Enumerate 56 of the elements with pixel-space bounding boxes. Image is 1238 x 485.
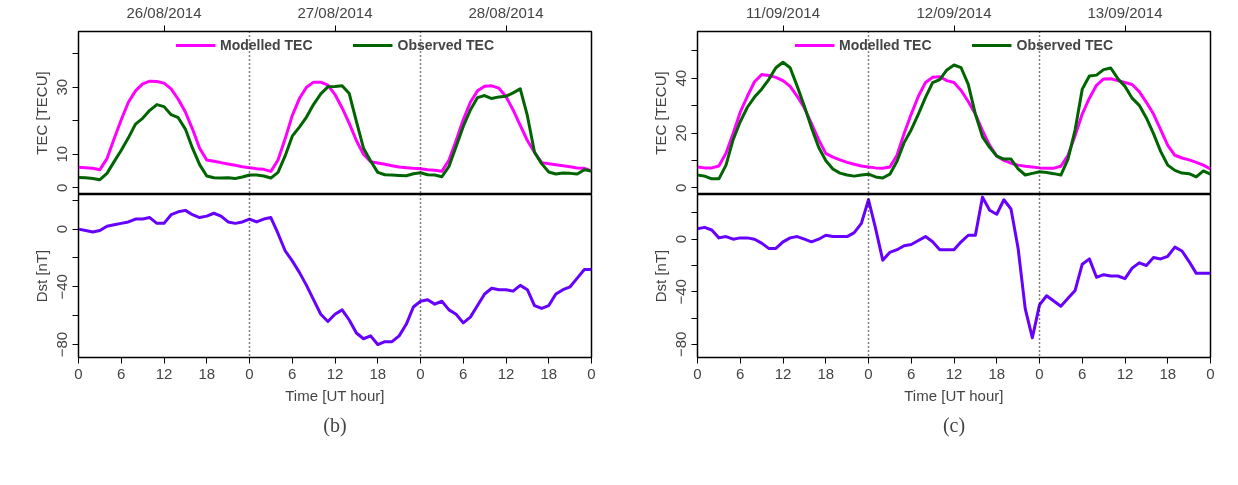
legend-label: Modelled TEC (219, 37, 313, 53)
x-tick-label: 12 (326, 364, 344, 382)
x2-tick-label: 27/08/2014 (297, 3, 373, 21)
x-tick-label: 0 (416, 364, 425, 382)
x-tick-label: 18 (1159, 364, 1177, 382)
x-tick-label: 12 (497, 364, 515, 382)
x-tick-label: 6 (459, 364, 468, 382)
x-tick-label: 18 (540, 364, 558, 382)
x2-tick-label: 11/09/2014 (746, 3, 820, 21)
x2-tick-label: 12/09/2014 (916, 3, 992, 21)
y-tick-label: 0 (672, 235, 690, 244)
y-axis-title: Dst [nT] (651, 249, 669, 303)
x2-tick-label: 26/08/2014 (126, 3, 202, 21)
x-tick-label: 12 (945, 364, 963, 382)
x-tick-label: 6 (907, 364, 916, 382)
y-tick-label: 0 (53, 183, 71, 192)
x-tick-label: 18 (369, 364, 387, 382)
y-axis-title: TEC [TECU] (651, 71, 669, 155)
x-tick-label: 0 (1206, 364, 1215, 382)
y-tick-label: −80 (672, 331, 690, 358)
x-tick-label: 12 (155, 364, 173, 382)
y-tick-label: 30 (53, 78, 71, 96)
y-tick-label: 40 (672, 69, 690, 87)
x-axis-title: Time [UT hour] (904, 386, 1004, 404)
legend-label: Observed TEC (397, 37, 495, 53)
legend-label: Modelled TEC (838, 37, 932, 53)
y-tick-label: 0 (672, 183, 690, 193)
x-tick-label: 6 (1078, 364, 1087, 382)
x-tick-label: 0 (245, 364, 254, 382)
x-tick-label: 6 (117, 364, 126, 382)
x-tick-label: 6 (288, 364, 297, 382)
x-tick-label: 18 (988, 364, 1006, 382)
text: (b) (323, 413, 347, 437)
y-tick-label: 10 (53, 145, 71, 163)
x-tick-label: 18 (198, 364, 216, 382)
x-tick-label: 12 (774, 364, 792, 382)
x-tick-label: 0 (864, 364, 873, 382)
x-tick-label: 12 (1116, 364, 1134, 382)
x-tick-label: 0 (587, 364, 596, 382)
x2-tick-label: 28/08/2014 (468, 3, 544, 21)
y-tick-label: −40 (53, 274, 71, 300)
x-tick-label: 0 (1035, 364, 1044, 382)
text: (c) (942, 413, 966, 437)
y-tick-label: −80 (53, 331, 71, 358)
y-axis-title: Dst [nT] (32, 249, 50, 303)
x2-tick-label: 13/09/2014 (1087, 3, 1163, 21)
x-tick-label: 6 (736, 364, 745, 382)
y-tick-label: 20 (672, 124, 690, 142)
y-axis-title: TEC [TECU] (32, 71, 50, 155)
x-tick-label: 0 (74, 364, 83, 382)
x-tick-label: 0 (693, 364, 702, 382)
y-tick-label: −40 (672, 279, 690, 305)
x-tick-label: 18 (817, 364, 835, 382)
legend-label: Observed TEC (1016, 37, 1114, 53)
x-axis-title: Time [UT hour] (285, 386, 385, 404)
y-tick-label: 0 (53, 224, 71, 234)
